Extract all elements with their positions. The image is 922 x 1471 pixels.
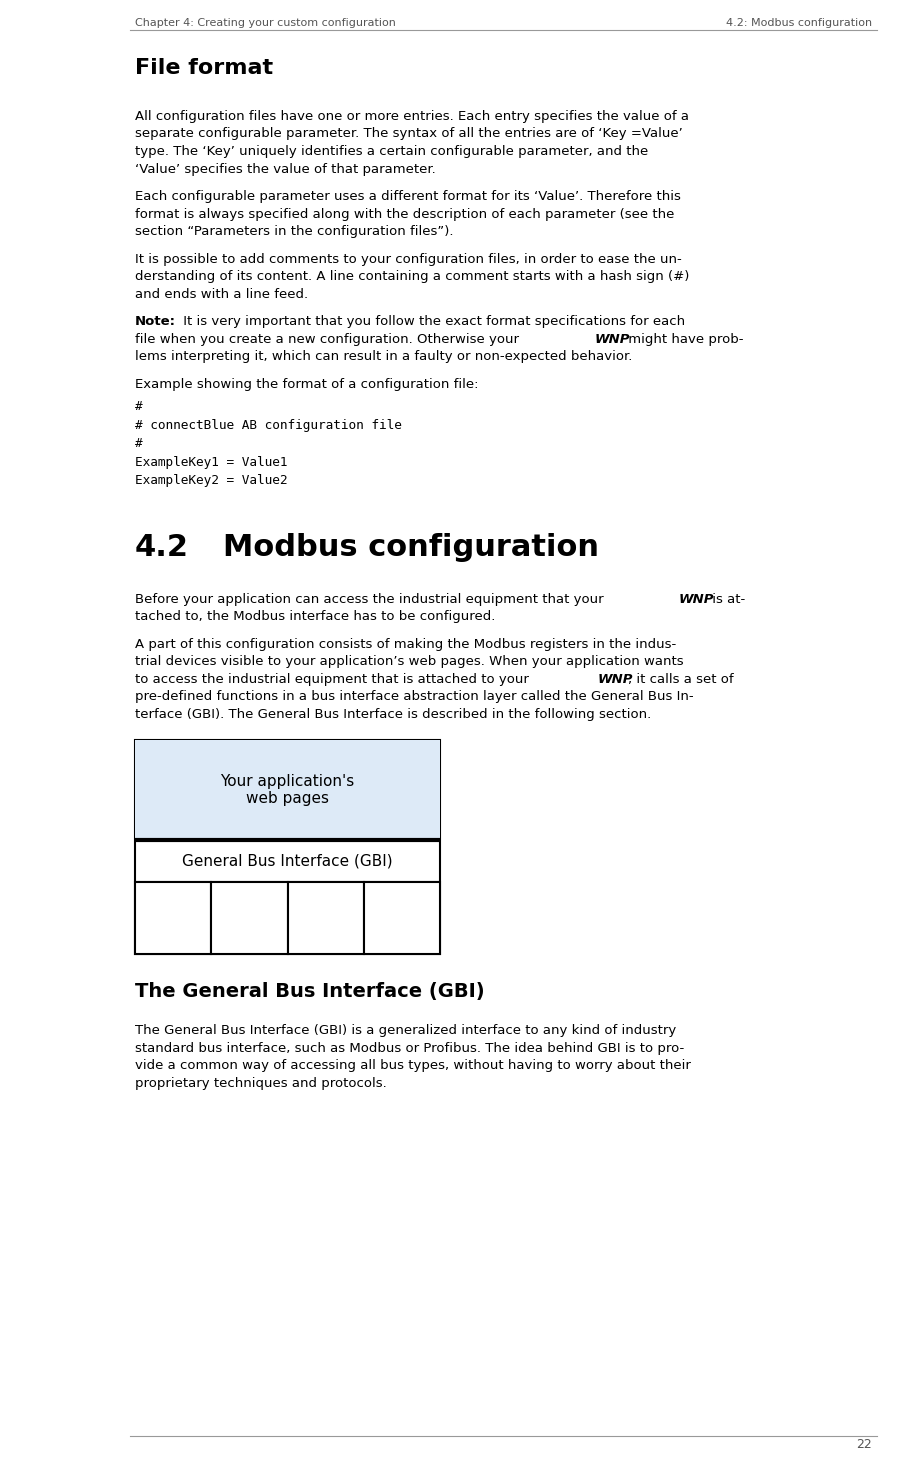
Text: Chapter 4: Creating your custom configuration: Chapter 4: Creating your custom configur… xyxy=(135,18,396,28)
Text: , it calls a set of: , it calls a set of xyxy=(628,672,733,685)
Text: ExampleKey2 = Value2: ExampleKey2 = Value2 xyxy=(135,474,288,487)
Text: WNP: WNP xyxy=(679,593,714,606)
Text: WNP: WNP xyxy=(598,672,633,685)
Text: 4.2: Modbus configuration: 4.2: Modbus configuration xyxy=(726,18,872,28)
Bar xyxy=(211,883,288,955)
Text: format is always specified along with the description of each parameter (see the: format is always specified along with th… xyxy=(135,207,674,221)
Text: The General Bus Interface (GBI) is a generalized interface to any kind of indust: The General Bus Interface (GBI) is a gen… xyxy=(135,1024,676,1037)
Text: #: # xyxy=(135,400,143,413)
Text: #: # xyxy=(135,437,143,450)
Text: Your application's
web pages: Your application's web pages xyxy=(220,774,355,806)
Text: It is very important that you follow the exact format specifications for each: It is very important that you follow the… xyxy=(179,315,685,328)
Bar xyxy=(135,740,440,840)
Text: and ends with a line feed.: and ends with a line feed. xyxy=(135,287,308,300)
Text: Bus
Interface
1: Bus Interface 1 xyxy=(147,896,199,940)
Text: Each configurable parameter uses a different format for its ‘Value’. Therefore t: Each configurable parameter uses a diffe… xyxy=(135,190,680,203)
Text: derstanding of its content. A line containing a comment starts with a hash sign : derstanding of its content. A line conta… xyxy=(135,271,690,282)
Bar xyxy=(135,740,440,955)
Text: lems interpreting it, which can result in a faulty or non-expected behavior.: lems interpreting it, which can result i… xyxy=(135,350,632,363)
Text: Note:: Note: xyxy=(135,315,176,328)
Text: Bus
Interface
2: Bus Interface 2 xyxy=(223,896,276,940)
Text: 4.2: 4.2 xyxy=(135,533,189,562)
Text: vide a common way of accessing all bus types, without having to worry about thei: vide a common way of accessing all bus t… xyxy=(135,1059,691,1072)
Bar xyxy=(135,883,211,955)
Text: ExampleKey1 = Value1: ExampleKey1 = Value1 xyxy=(135,456,288,468)
Text: section “Parameters in the configuration files”).: section “Parameters in the configuration… xyxy=(135,225,454,238)
Text: terface (GBI). The General Bus Interface is described in the following section.: terface (GBI). The General Bus Interface… xyxy=(135,708,651,721)
Text: ‘Value’ specifies the value of that parameter.: ‘Value’ specifies the value of that para… xyxy=(135,162,436,175)
Text: File format: File format xyxy=(135,57,273,78)
Text: The General Bus Interface (GBI): The General Bus Interface (GBI) xyxy=(135,983,485,1000)
Text: WNP: WNP xyxy=(595,332,630,346)
Text: General Bus Interface (GBI): General Bus Interface (GBI) xyxy=(183,853,393,868)
Bar xyxy=(288,883,364,955)
Bar xyxy=(364,883,440,955)
Text: file when you create a new configuration. Otherwise your: file when you create a new configuration… xyxy=(135,332,524,346)
Text: All configuration files have one or more entries. Each entry specifies the value: All configuration files have one or more… xyxy=(135,110,689,124)
Text: # connectBlue AB configuration file: # connectBlue AB configuration file xyxy=(135,419,402,431)
Text: It is possible to add comments to your configuration files, in order to ease the: It is possible to add comments to your c… xyxy=(135,253,681,265)
Text: separate configurable parameter. The syntax of all the entries are of ‘Key =Valu: separate configurable parameter. The syn… xyxy=(135,128,683,141)
Text: pre-defined functions in a bus interface abstraction layer called the General Bu: pre-defined functions in a bus interface… xyxy=(135,690,693,703)
Text: A part of this configuration consists of making the Modbus registers in the indu: A part of this configuration consists of… xyxy=(135,637,676,650)
Text: ...: ... xyxy=(320,912,331,924)
Text: proprietary techniques and protocols.: proprietary techniques and protocols. xyxy=(135,1077,386,1090)
Text: trial devices visible to your application’s web pages. When your application wan: trial devices visible to your applicatio… xyxy=(135,655,683,668)
Text: might have prob-: might have prob- xyxy=(624,332,743,346)
Text: Example showing the format of a configuration file:: Example showing the format of a configur… xyxy=(135,378,479,390)
Text: 22: 22 xyxy=(857,1439,872,1450)
Text: Modbus configuration: Modbus configuration xyxy=(223,533,599,562)
Text: is at-: is at- xyxy=(708,593,745,606)
Text: to access the industrial equipment that is attached to your: to access the industrial equipment that … xyxy=(135,672,533,685)
Text: Bus
Interface
n: Bus Interface n xyxy=(375,896,429,940)
Text: tached to, the Modbus interface has to be configured.: tached to, the Modbus interface has to b… xyxy=(135,610,495,624)
Text: type. The ‘Key’ uniquely identifies a certain configurable parameter, and the: type. The ‘Key’ uniquely identifies a ce… xyxy=(135,146,648,157)
Text: standard bus interface, such as Modbus or Profibus. The idea behind GBI is to pr: standard bus interface, such as Modbus o… xyxy=(135,1041,684,1055)
Text: Before your application can access the industrial equipment that your: Before your application can access the i… xyxy=(135,593,608,606)
